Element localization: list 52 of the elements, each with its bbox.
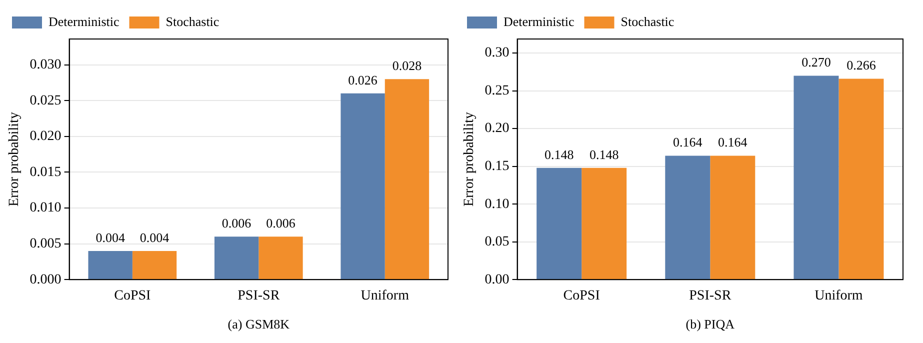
x-tick-label: CoPSI: [114, 288, 152, 304]
data-label: 0.164: [673, 134, 703, 150]
y-tick-label: 0.030: [30, 57, 62, 72]
x-axis-title: (a) GSM8K: [228, 316, 290, 332]
y-axis-title: Error probability: [7, 112, 22, 207]
bar: [88, 250, 132, 280]
y-tick-label: 0.015: [30, 164, 62, 180]
legend-label: Stochastic: [166, 14, 220, 29]
y-tick-label: 0.010: [30, 200, 62, 216]
x-tick-label: Uniform: [360, 288, 410, 304]
data-label: 0.006: [222, 216, 252, 231]
y-tick-label: 0.20: [484, 121, 510, 136]
bar: [258, 236, 303, 280]
data-label: 0.266: [846, 58, 876, 73]
bar: [838, 78, 884, 280]
x-tick-label: PSI-SR: [689, 288, 732, 304]
bar: [665, 156, 710, 280]
data-label: 0.026: [348, 72, 378, 88]
y-tick-label: 0.15: [484, 158, 510, 174]
data-label: 0.004: [140, 230, 170, 245]
y-axis-title: Error probability: [462, 112, 478, 207]
y-tick-label: 0.020: [30, 129, 62, 144]
x-tick-label: PSI-SR: [238, 288, 280, 304]
data-label: 0.028: [392, 58, 422, 74]
y-tick-label: 0.005: [30, 236, 62, 252]
bar: [340, 93, 385, 280]
bar: [132, 250, 177, 280]
y-tick-label: 0.30: [484, 46, 510, 61]
data-label: 0.270: [802, 54, 831, 70]
data-label: 0.004: [96, 230, 126, 245]
y-tick-label: 0.05: [484, 234, 510, 250]
data-label: 0.148: [589, 146, 619, 162]
x-tick-label: CoPSI: [563, 288, 600, 304]
y-tick-label: 0.00: [484, 272, 510, 288]
bar: [794, 76, 839, 280]
data-label: 0.006: [266, 216, 296, 231]
y-tick-label: 0.25: [484, 83, 510, 98]
x-axis-title: (b) PIQA: [686, 316, 736, 332]
bar: [582, 168, 627, 280]
bar: [536, 168, 582, 280]
legend-label: Stochastic: [620, 14, 674, 29]
x-tick-label: Uniform: [814, 288, 863, 304]
y-tick-label: 0.025: [30, 93, 62, 108]
y-tick-label: 0.000: [30, 272, 62, 288]
bar: [384, 79, 430, 280]
data-label: 0.164: [718, 134, 748, 150]
legend-label: Deterministic: [48, 14, 120, 29]
data-label: 0.148: [544, 146, 574, 162]
legend-label: Deterministic: [504, 14, 574, 29]
bar: [710, 156, 756, 280]
bar: [214, 236, 259, 280]
y-tick-label: 0.10: [484, 196, 510, 212]
